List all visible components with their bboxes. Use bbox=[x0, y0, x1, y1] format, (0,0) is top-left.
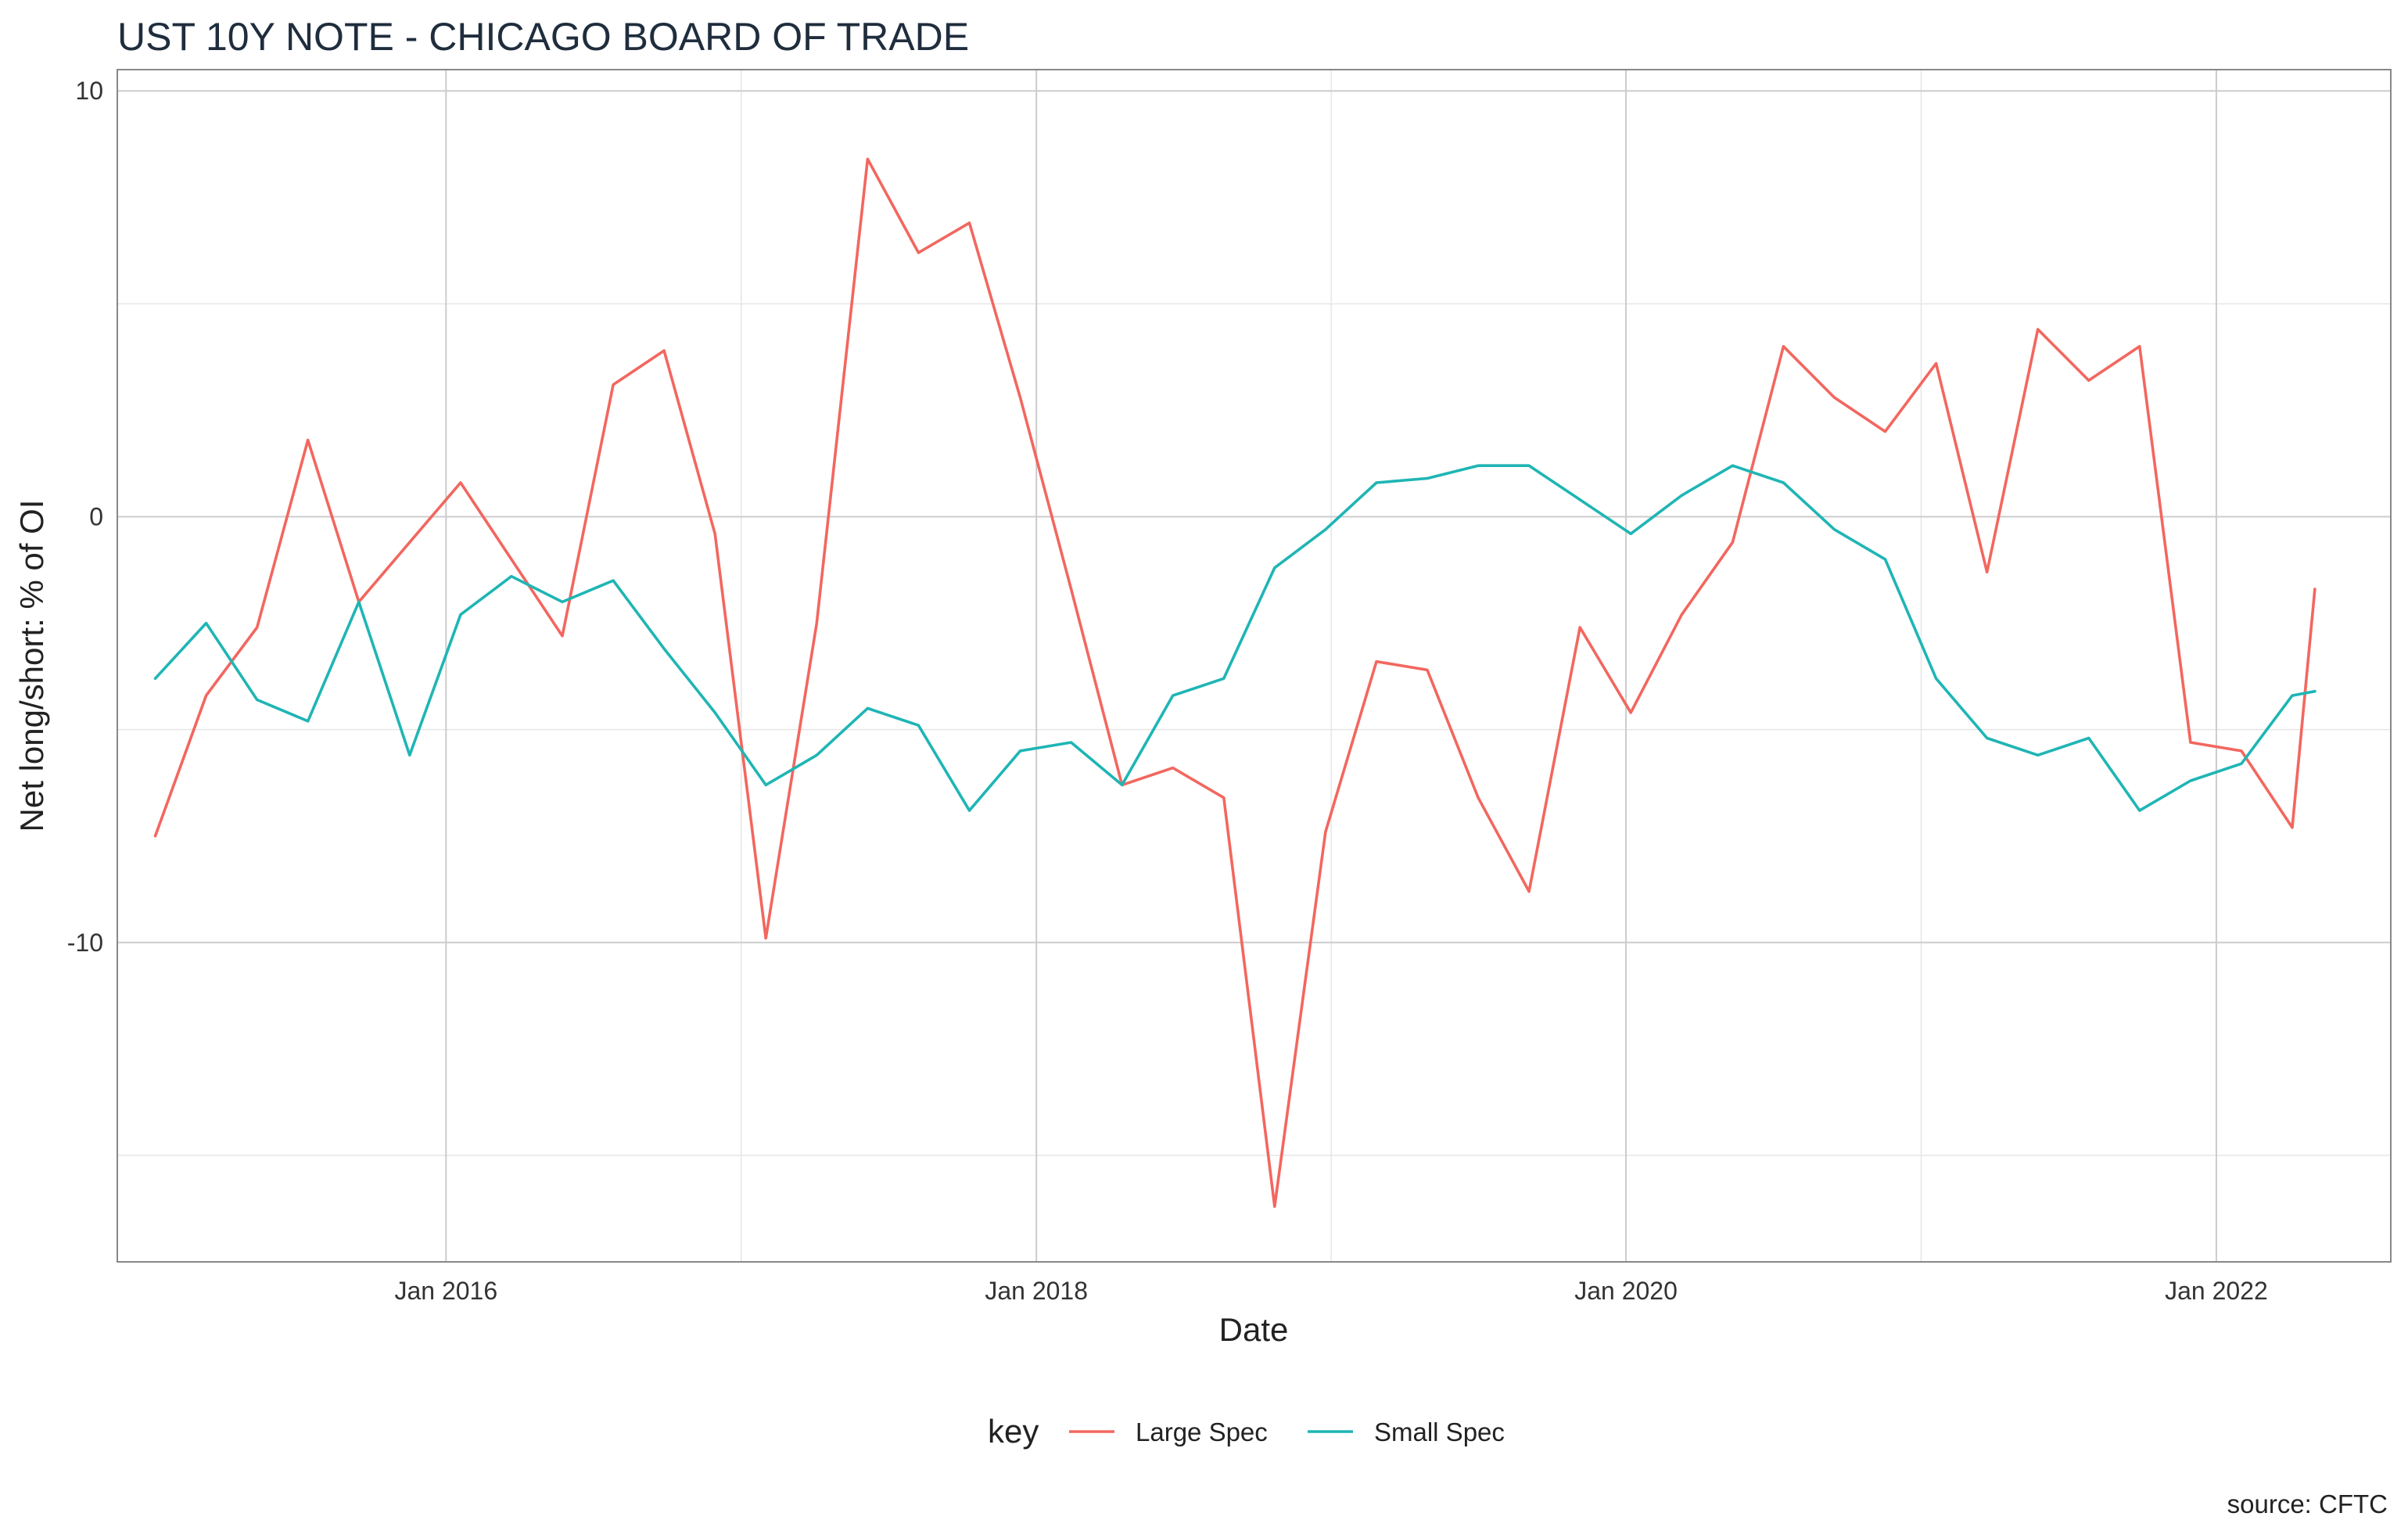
major-gridlines bbox=[117, 70, 2391, 1262]
legend-label-large-spec: Large Spec bbox=[1136, 1418, 1268, 1446]
x-tick-label: Jan 2022 bbox=[2165, 1277, 2268, 1305]
source-caption: source: CFTC bbox=[2227, 1489, 2388, 1518]
panel-border bbox=[117, 69, 2392, 1263]
y-tick-label: -10 bbox=[67, 929, 103, 957]
legend: key Large Spec Small Spec bbox=[988, 1413, 1505, 1450]
legend-label-small-spec: Small Spec bbox=[1374, 1418, 1505, 1446]
legend-title: key bbox=[988, 1413, 1039, 1450]
y-axis-title: Net long/short: % of OI bbox=[13, 500, 50, 832]
y-axis-tick-labels: 10 0 -10 bbox=[67, 77, 103, 957]
y-tick-label: 0 bbox=[89, 503, 103, 531]
x-tick-label: Jan 2020 bbox=[1574, 1277, 1678, 1305]
series-line-large-spec bbox=[153, 157, 2316, 1208]
plot-panel bbox=[117, 69, 2392, 1263]
x-tick-label: Jan 2016 bbox=[394, 1277, 497, 1305]
x-axis-tick-labels: Jan 2016 Jan 2018 Jan 2020 Jan 2022 bbox=[394, 1277, 2267, 1305]
x-tick-label: Jan 2018 bbox=[985, 1277, 1088, 1305]
chart-title: UST 10Y NOTE - CHICAGO BOARD OF TRADE bbox=[117, 15, 969, 59]
minor-gridlines bbox=[117, 70, 2391, 1262]
y-tick-label: 10 bbox=[75, 77, 103, 105]
series-lines bbox=[153, 157, 2316, 1208]
x-axis-title: Date bbox=[1219, 1311, 1289, 1348]
series-line-small-spec bbox=[153, 464, 2316, 812]
